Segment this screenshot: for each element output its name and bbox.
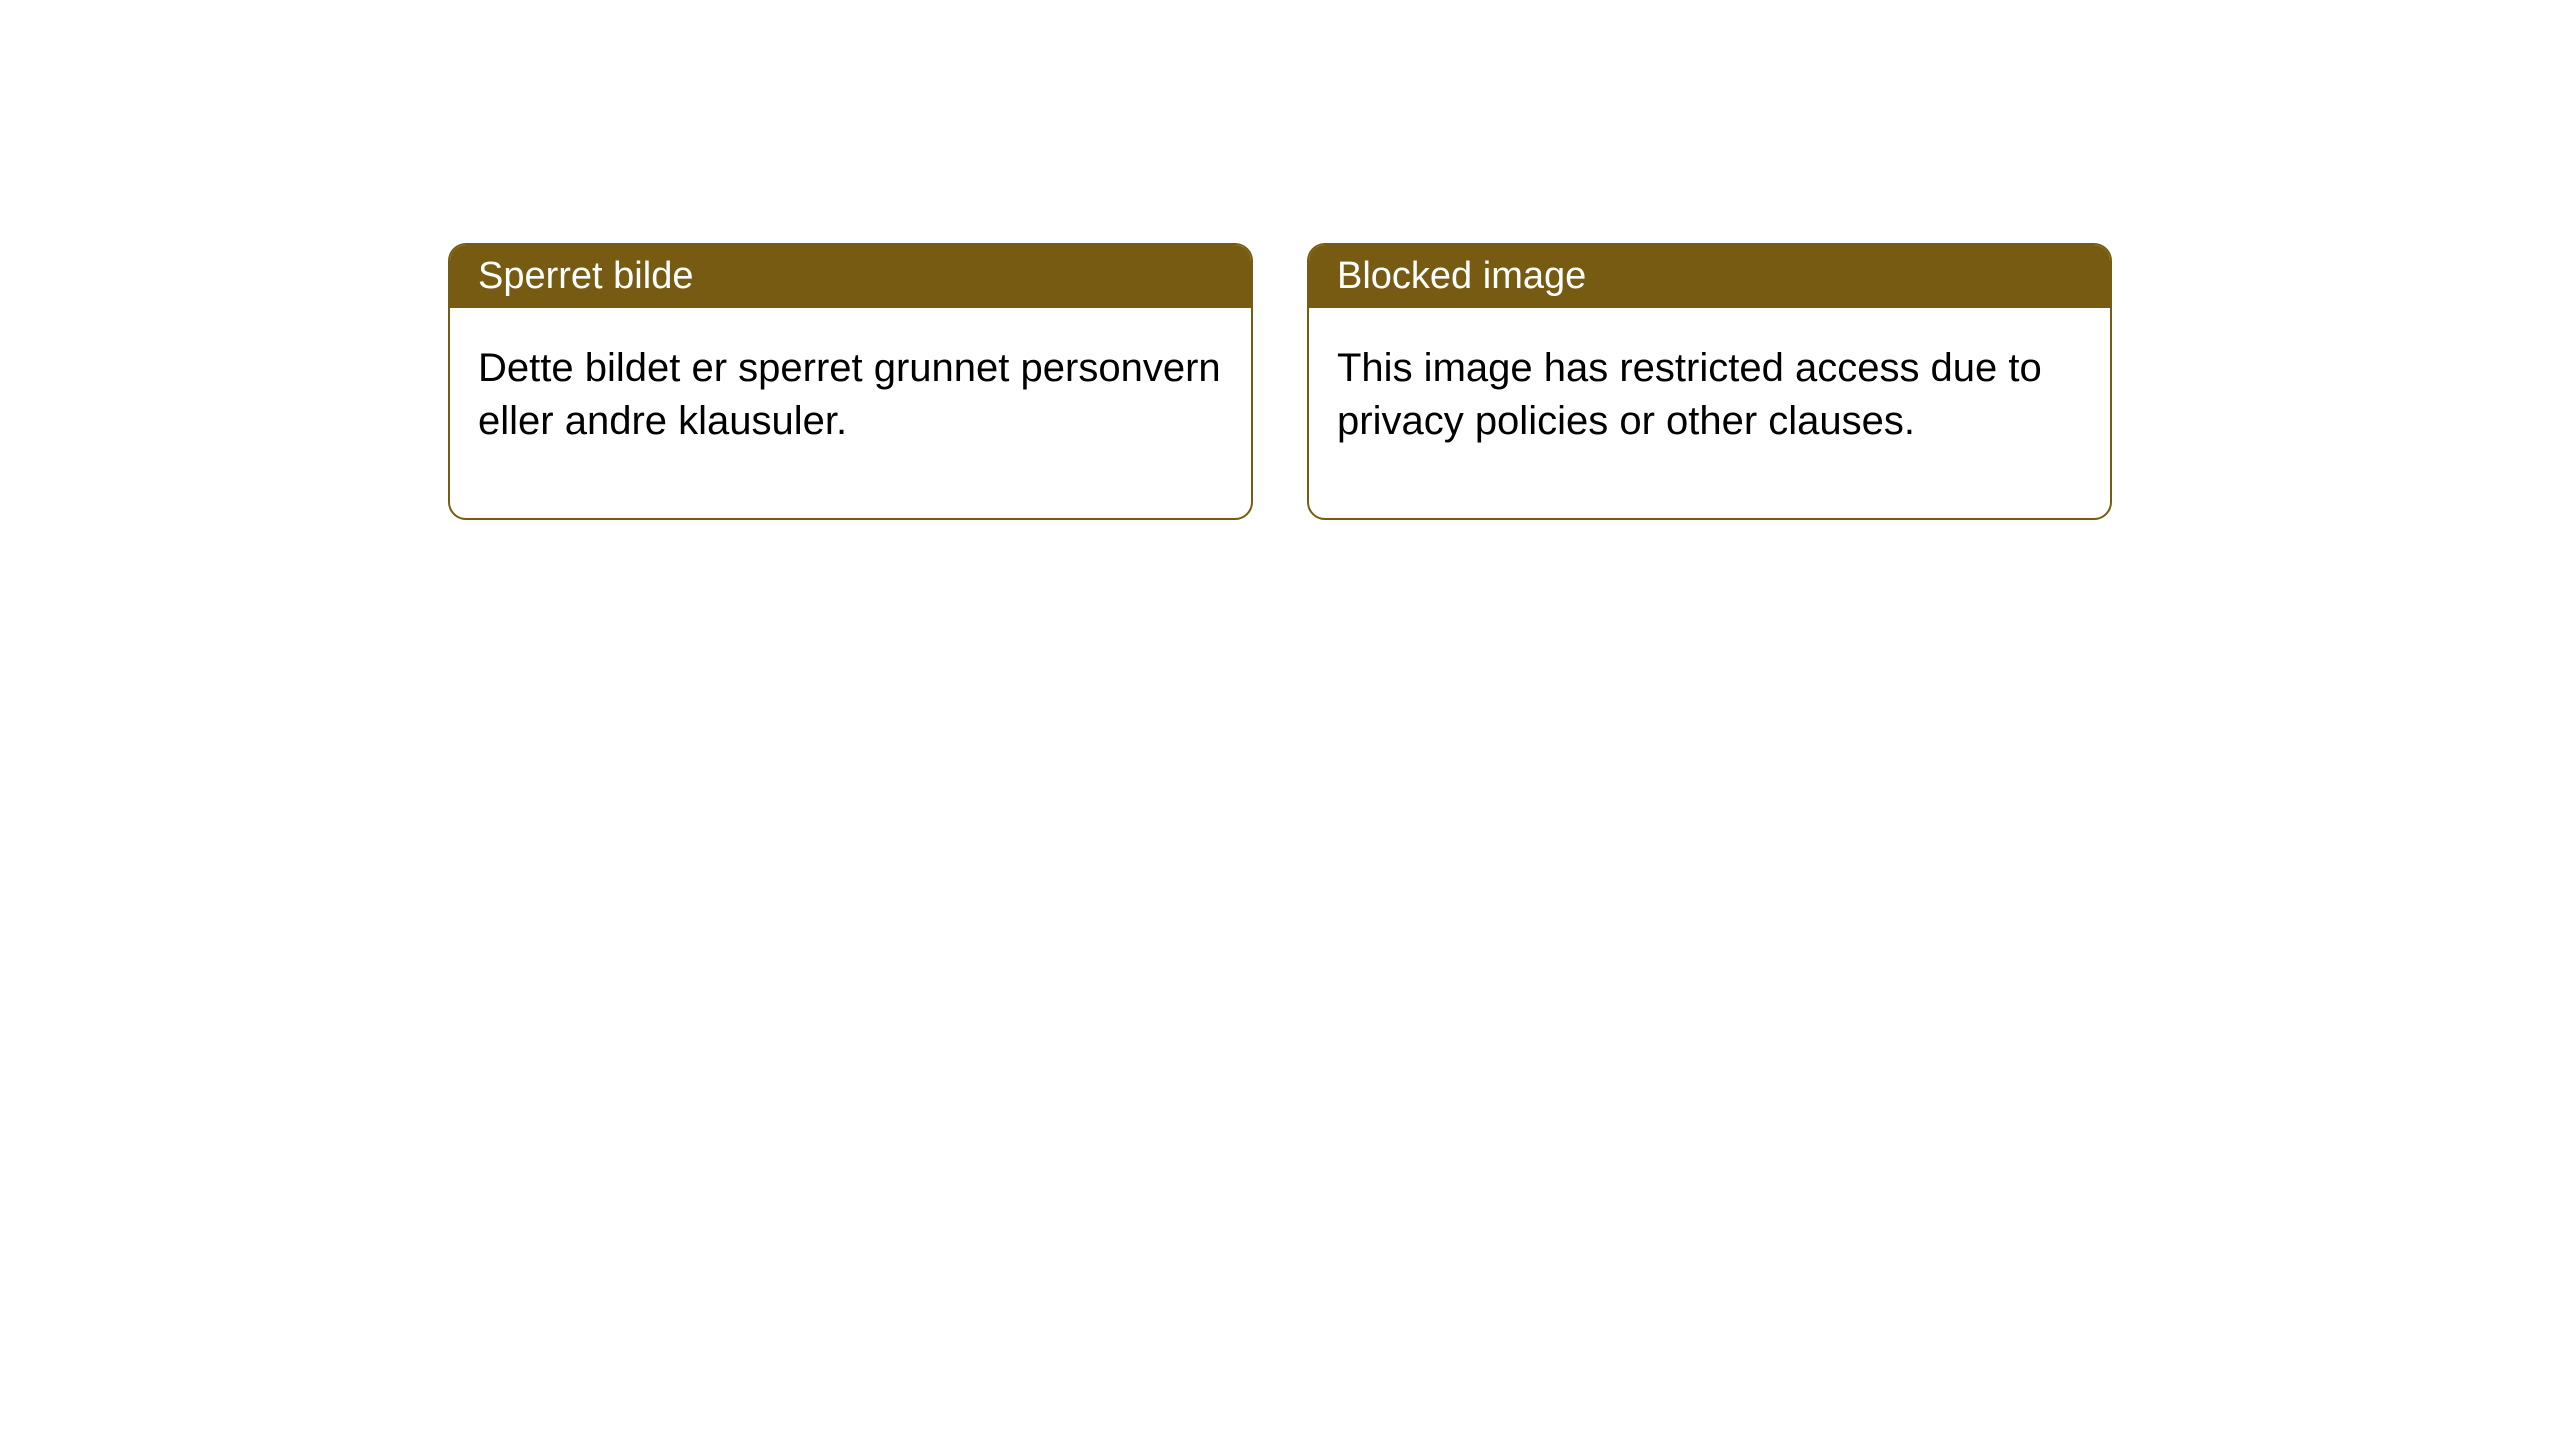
card-header: Blocked image — [1309, 245, 2110, 308]
card-header: Sperret bilde — [450, 245, 1251, 308]
notice-card-english: Blocked image This image has restricted … — [1307, 243, 2112, 520]
card-body-text: Dette bildet er sperret grunnet personve… — [450, 308, 1251, 518]
notice-cards-container: Sperret bilde Dette bildet er sperret gr… — [448, 243, 2112, 520]
notice-card-norwegian: Sperret bilde Dette bildet er sperret gr… — [448, 243, 1253, 520]
card-body-text: This image has restricted access due to … — [1309, 308, 2110, 518]
